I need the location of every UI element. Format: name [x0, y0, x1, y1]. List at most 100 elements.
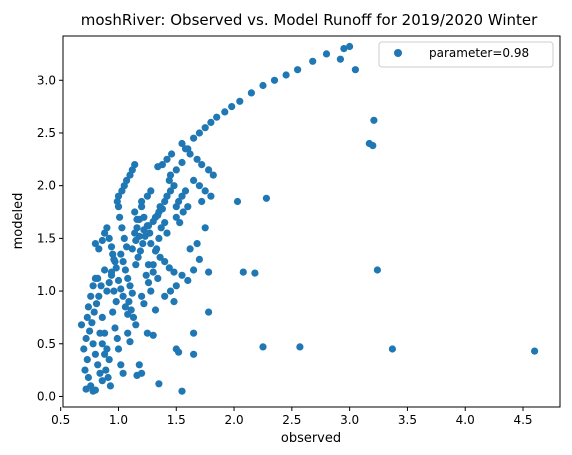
- data-point: [373, 266, 381, 274]
- data-point: [190, 329, 198, 337]
- data-point: [128, 289, 136, 297]
- y-tick-label: 3.0: [37, 73, 56, 87]
- data-point: [103, 287, 111, 295]
- data-point: [134, 253, 142, 261]
- data-point: [142, 271, 150, 279]
- data-point: [309, 57, 317, 65]
- data-point: [388, 345, 396, 353]
- data-point: [112, 298, 120, 306]
- data-point: [168, 150, 176, 158]
- data-point: [132, 321, 140, 329]
- data-point: [98, 313, 106, 321]
- data-point: [190, 350, 198, 358]
- data-point: [161, 292, 169, 300]
- data-point: [110, 255, 118, 263]
- data-point: [101, 350, 109, 358]
- data-point: [114, 345, 123, 353]
- data-point: [124, 329, 132, 337]
- data-point: [178, 387, 186, 395]
- data-point: [147, 287, 155, 295]
- x-tick-label: 3.0: [340, 413, 359, 427]
- data-point: [213, 113, 221, 121]
- data-point: [81, 366, 89, 374]
- x-tick-label: 4.5: [513, 413, 532, 427]
- data-point: [154, 274, 162, 282]
- data-point: [190, 176, 198, 184]
- data-point: [140, 300, 148, 308]
- data-point: [135, 361, 143, 369]
- data-point: [144, 261, 153, 269]
- data-point: [149, 217, 157, 226]
- data-point: [77, 321, 86, 329]
- data-point: [209, 171, 217, 179]
- data-point: [114, 192, 123, 200]
- data-point: [296, 343, 304, 351]
- data-point: [270, 76, 279, 84]
- y-tick-label: 1.5: [37, 231, 56, 245]
- x-tick-label: 2.0: [225, 413, 244, 427]
- data-point: [184, 203, 192, 211]
- y-axis: 0.0 0.5 1.0 1.5 2.0 2.5 3.0: [37, 73, 63, 403]
- data-point: [110, 287, 118, 295]
- data-point: [136, 247, 144, 255]
- data-point: [233, 197, 242, 206]
- data-point: [195, 129, 203, 137]
- data-point: [195, 182, 203, 190]
- data-point: [91, 240, 99, 248]
- data-point: [259, 343, 267, 351]
- data-point: [125, 298, 133, 306]
- data-point: [351, 66, 359, 74]
- data-point: [112, 264, 120, 272]
- data-point: [228, 103, 236, 111]
- data-point: [207, 192, 215, 200]
- data-point: [140, 226, 148, 234]
- x-tick-label: 2.5: [282, 413, 301, 427]
- data-point: [111, 324, 119, 332]
- plot-area-frame: [62, 35, 561, 408]
- data-point: [98, 340, 106, 348]
- data-point: [251, 269, 259, 277]
- data-point: [123, 243, 131, 251]
- data-point: [236, 97, 244, 105]
- data-point: [83, 313, 91, 321]
- y-tick-label: 2.0: [37, 179, 56, 193]
- data-point: [107, 268, 116, 276]
- data-point: [176, 219, 184, 227]
- data-point: [91, 274, 99, 282]
- data-point: [95, 292, 103, 300]
- data-point: [138, 197, 146, 206]
- data-point: [193, 155, 201, 163]
- x-tick-label: 4.0: [456, 413, 475, 427]
- data-point: [91, 386, 99, 394]
- data-point: [163, 192, 171, 200]
- data-point: [184, 276, 192, 285]
- data-point: [147, 240, 155, 248]
- data-point: [105, 279, 113, 287]
- data-point: [92, 300, 101, 308]
- x-tick-label: 1.0: [109, 413, 128, 427]
- data-point: [165, 264, 173, 272]
- data-point: [205, 268, 213, 276]
- data-point: [262, 194, 270, 202]
- data-point: [155, 380, 163, 388]
- data-point: [117, 361, 125, 369]
- data-point: [207, 118, 215, 126]
- data-point: [86, 327, 94, 335]
- data-point: [195, 255, 203, 263]
- data-point: [109, 308, 117, 316]
- data-point: [181, 145, 190, 153]
- data-point: [105, 356, 113, 364]
- data-point: [198, 197, 206, 206]
- data-point: [156, 203, 164, 211]
- data-point: [118, 224, 126, 232]
- data-point: [172, 166, 180, 174]
- data-point: [239, 268, 247, 276]
- data-point: [119, 258, 127, 266]
- data-point: [156, 253, 164, 261]
- data-point: [186, 245, 194, 253]
- data-point: [340, 45, 348, 53]
- data-point: [193, 240, 201, 248]
- data-point: [201, 224, 209, 232]
- data-point: [114, 276, 123, 285]
